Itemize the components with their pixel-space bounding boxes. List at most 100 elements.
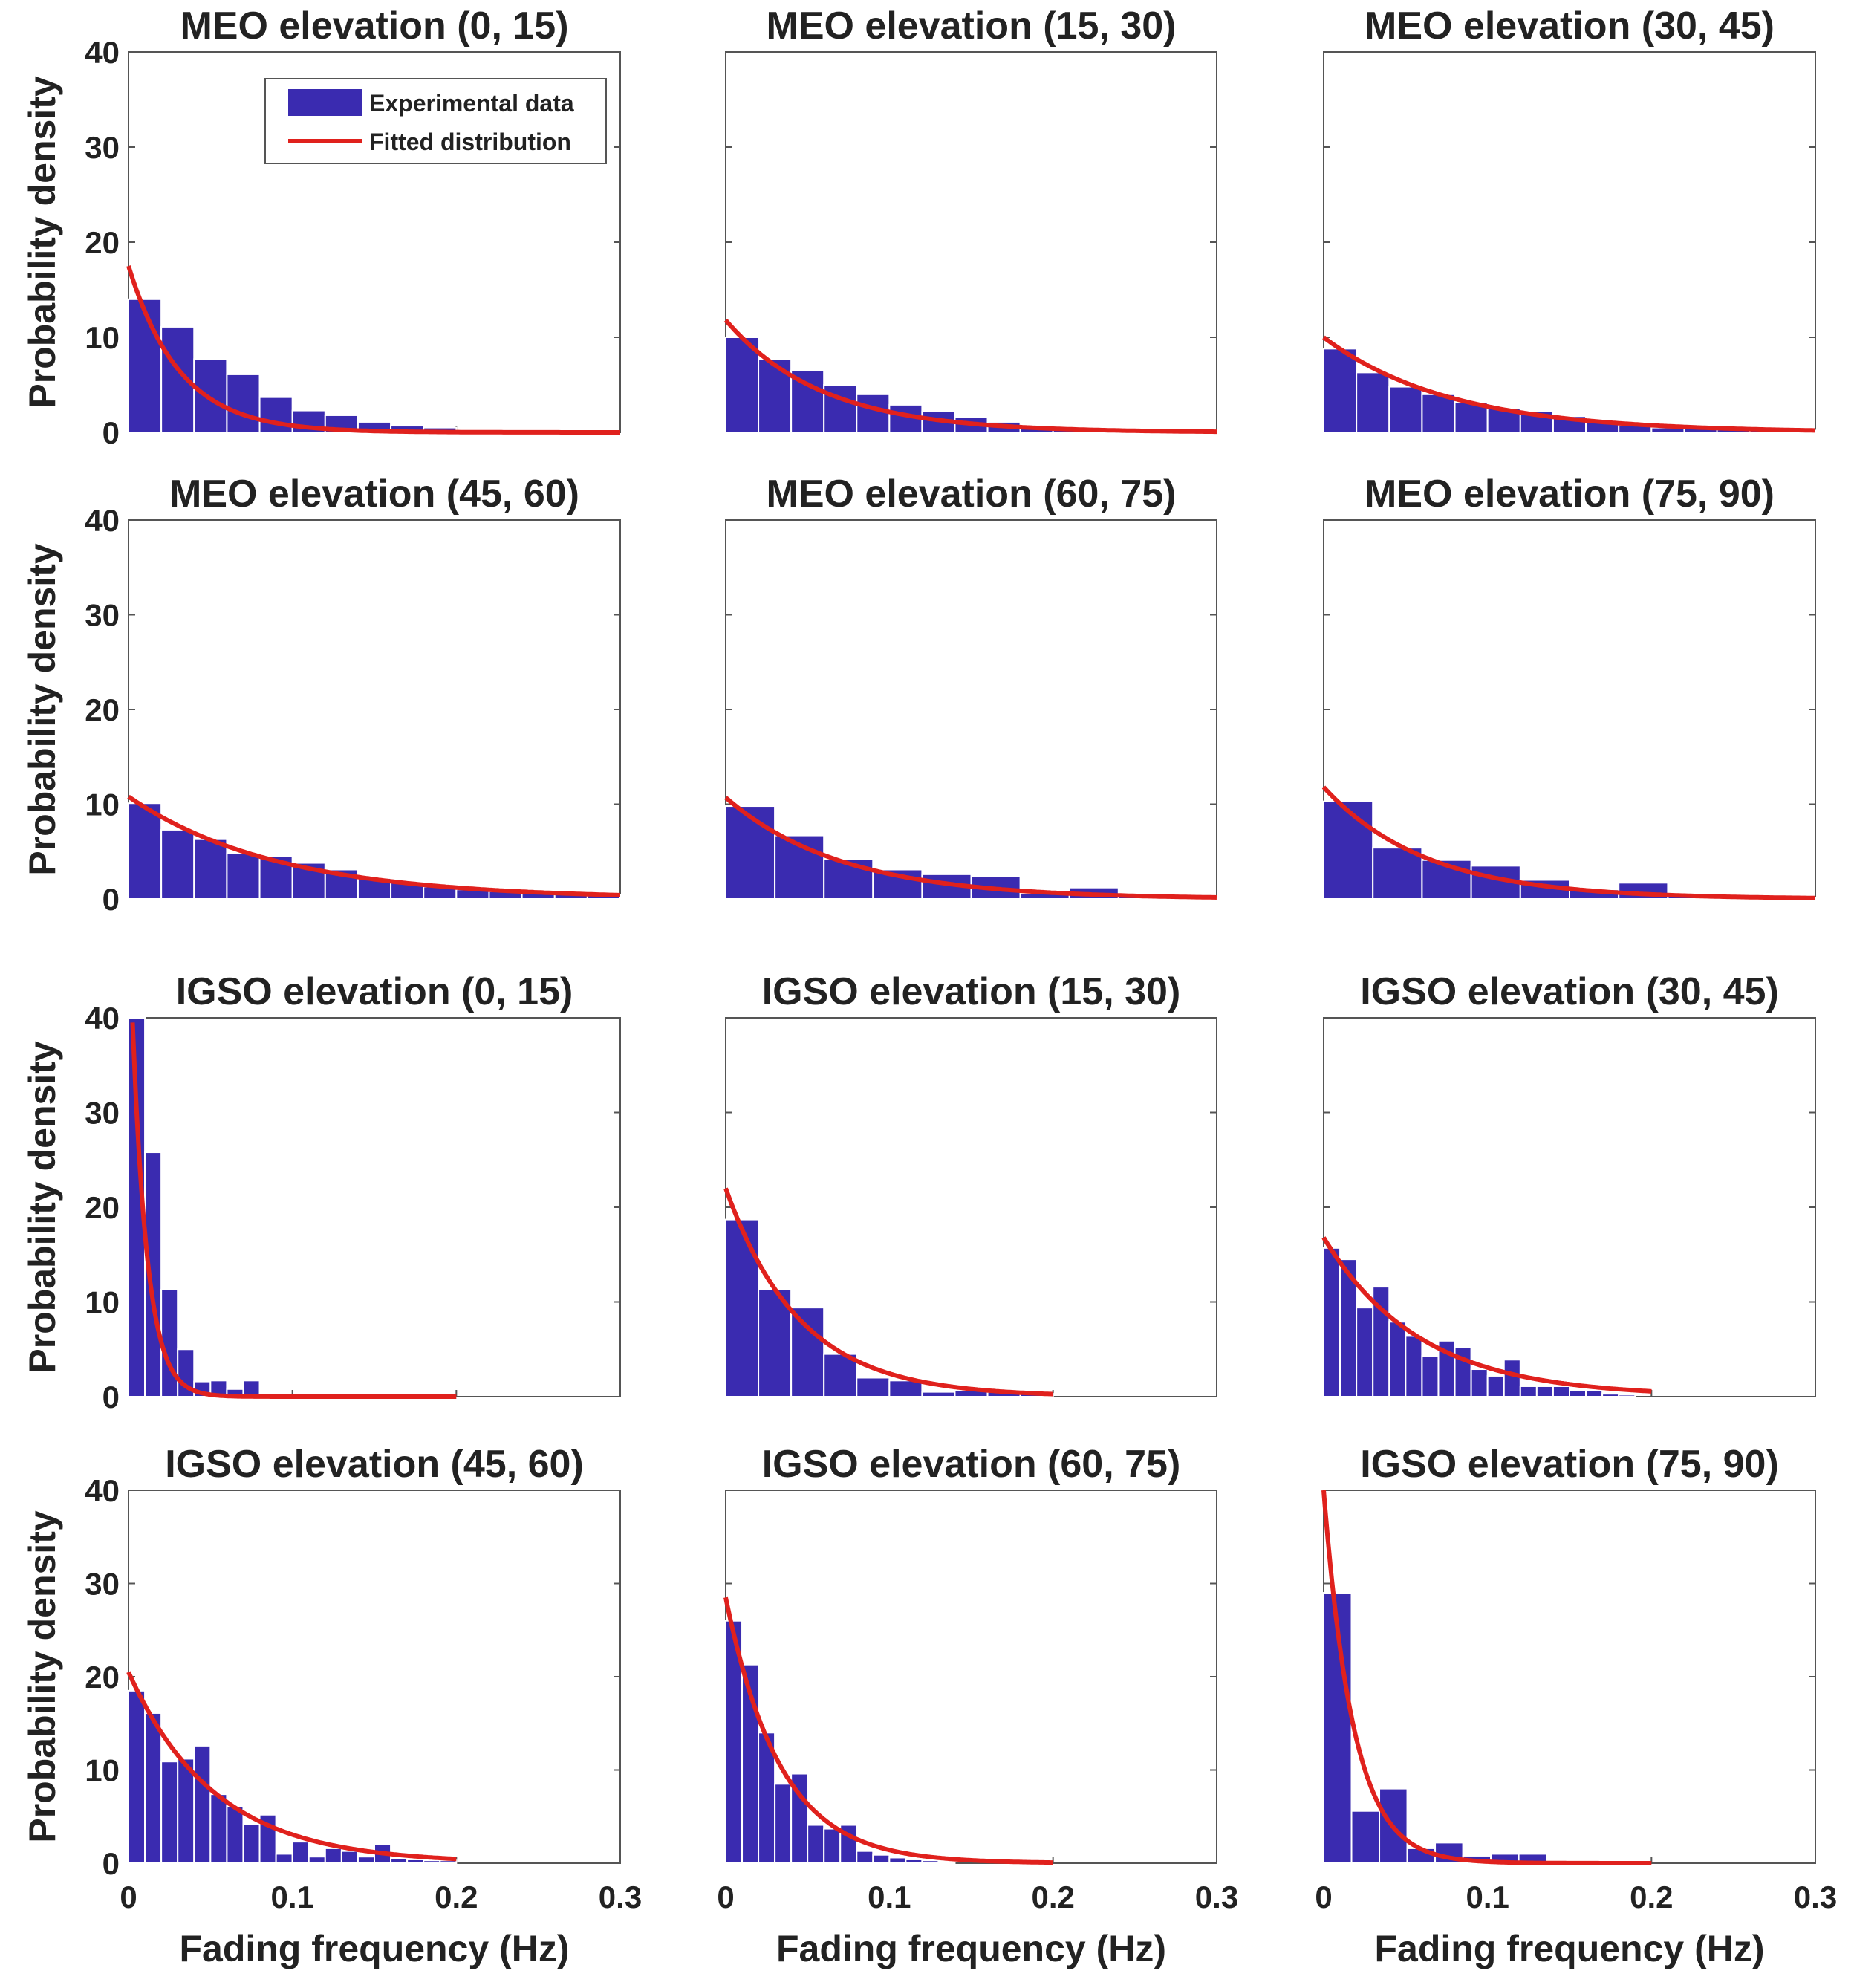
bar (774, 1783, 793, 1864)
bar (823, 1353, 858, 1397)
bar (725, 805, 776, 900)
panel-title: IGSO elevation (60, 75) (762, 1443, 1181, 1486)
y-tick-label: 40 (85, 1473, 120, 1508)
x-tick-label: 0.3 (599, 1880, 642, 1914)
y-tick-label: 20 (85, 692, 120, 727)
fitted-curve (127, 794, 621, 897)
panel-7: IGSO elevation (0, 15) 0 10 20 30 40 Probabili… (22, 970, 621, 1414)
x-tick-label: 0 (120, 1880, 137, 1914)
y-tick-label: 30 (85, 1567, 120, 1602)
x-axis-title: Fading frequency (Hz) (776, 1928, 1166, 1969)
bar (226, 1805, 244, 1865)
x-tick-label: 0.2 (1031, 1880, 1074, 1914)
panel-4: MEO elevation (45, 60) 0 10 20 30 40 Probabili… (22, 472, 621, 917)
legend: Experimental data Fitted distribution (264, 78, 607, 164)
bar (807, 1824, 825, 1864)
bar (1470, 1368, 1489, 1398)
bar (144, 1712, 163, 1865)
bar (856, 1850, 874, 1865)
bar (160, 1761, 179, 1865)
fitted-curve (723, 318, 1217, 435)
y-axis-title: Probability density (22, 1041, 63, 1374)
axes-frame (1323, 51, 1816, 433)
panel-title: MEO elevation (30, 45) (1365, 4, 1775, 48)
bar (1503, 1359, 1521, 1398)
bar (1356, 371, 1390, 433)
y-tick-label: 20 (85, 1190, 120, 1225)
y-tick-label: 10 (85, 787, 120, 822)
bar (1323, 800, 1374, 900)
bar (888, 1857, 907, 1864)
bar (193, 838, 228, 900)
bar (193, 358, 228, 433)
panel-2: MEO elevation (15, 30) (723, 4, 1218, 435)
panel-5: MEO elevation (60, 75) (724, 472, 1218, 900)
panel-title: MEO elevation (15, 30) (767, 4, 1177, 48)
panel-title: IGSO elevation (15, 30) (762, 970, 1181, 1013)
bar (275, 1853, 293, 1864)
y-axis-title: Probability density (22, 543, 63, 876)
bar (128, 802, 163, 900)
bar (357, 1856, 375, 1865)
bar (1486, 1374, 1505, 1397)
y-tick-label: 30 (85, 598, 120, 633)
bar (1421, 1355, 1440, 1398)
bar (1323, 348, 1358, 433)
bar (308, 1856, 326, 1865)
bar (1618, 1394, 1636, 1397)
y-tick-label: 0 (103, 1380, 120, 1414)
y-tick-label: 20 (85, 225, 120, 260)
y-axis-title: Probability density (22, 1510, 63, 1843)
bar (128, 298, 163, 433)
fitted-curve (1321, 1236, 1653, 1394)
bar (1601, 1393, 1620, 1398)
x-tick-label: 0.2 (1630, 1880, 1673, 1914)
bar (1323, 1247, 1341, 1397)
bar (160, 828, 195, 900)
x-tick-label: 0.3 (1195, 1880, 1238, 1914)
bar (921, 1391, 956, 1397)
panel-title: MEO elevation (75, 90) (1365, 472, 1775, 516)
bar (226, 852, 261, 900)
x-tick-label: 0 (1315, 1880, 1332, 1914)
y-tick-label: 10 (85, 1285, 120, 1320)
panel-6: MEO elevation (75, 90) (1321, 472, 1817, 900)
y-tick-label: 30 (85, 1096, 120, 1131)
fitted-curve (130, 1022, 458, 1399)
bar (1421, 393, 1456, 433)
y-tick-label: 0 (103, 415, 120, 450)
fitted-curve (724, 796, 1217, 900)
bar (725, 1218, 760, 1397)
bar (390, 1857, 409, 1865)
bar (340, 1850, 359, 1865)
panel-title: IGSO elevation (75, 90) (1360, 1443, 1779, 1486)
panel-title: MEO elevation (45, 60) (169, 472, 579, 516)
bar (937, 1860, 956, 1864)
panel-title: IGSO elevation (0, 15) (176, 970, 573, 1013)
bar (291, 1841, 310, 1865)
y-tick-label: 10 (85, 320, 120, 355)
bar (1350, 1810, 1381, 1864)
x-axis-title: Fading frequency (Hz) (1374, 1928, 1764, 1969)
bar (725, 337, 760, 433)
bar (1388, 386, 1423, 433)
y-tick-label: 0 (103, 1846, 120, 1881)
bar (1372, 847, 1423, 900)
x-tick-label: 0.1 (1466, 1880, 1509, 1914)
y-tick-label: 20 (85, 1660, 120, 1695)
bar (905, 1858, 923, 1864)
y-tick-label: 40 (85, 1001, 120, 1036)
panel-12: IGSO elevation (75, 90) 0 0.1 0.2 0.3 Fading … (1315, 1443, 1837, 1969)
y-axis-title: Probability density (22, 76, 63, 409)
legend-line-label: Fitted distribution (369, 129, 571, 155)
bar (1405, 1335, 1423, 1398)
panel-title: MEO elevation (60, 75) (767, 472, 1177, 516)
legend-bar-swatch (288, 89, 362, 116)
bar (823, 384, 858, 433)
x-tick-label: 0 (717, 1880, 734, 1914)
fitted-curve (126, 1671, 458, 1862)
fitted-curve (723, 1596, 1054, 1865)
y-tick-label: 0 (103, 882, 120, 917)
y-tick-label: 40 (85, 35, 120, 70)
